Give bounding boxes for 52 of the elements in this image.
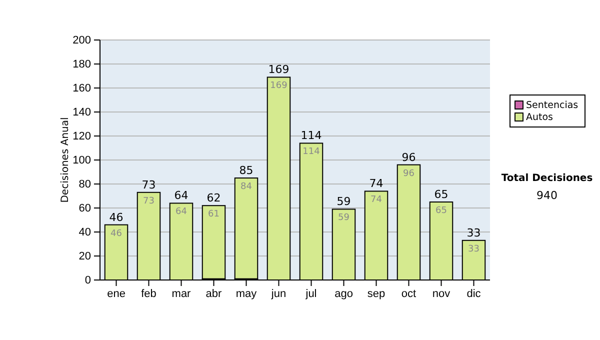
total-label: 74 [369, 177, 384, 190]
y-tick-label: 200 [72, 34, 91, 47]
text: Total Decisiones [501, 173, 593, 184]
x-tick-label: may [236, 288, 258, 300]
total-label: 64 [174, 189, 188, 202]
y-tick-label: 160 [72, 82, 91, 95]
x-tick-label: sep [367, 288, 386, 300]
total-label: 73 [142, 178, 156, 192]
total-label: 85 [239, 164, 254, 177]
data-label: 64 [176, 207, 188, 218]
x-tick-label: jul [304, 288, 317, 300]
x-tick-label: ago [334, 288, 353, 300]
x-tick-label: nov [432, 288, 451, 300]
data-label: 65 [436, 206, 447, 216]
y-tick-label: 20 [78, 250, 91, 263]
data-label: 114 [302, 147, 320, 158]
x-tick-label: mar [172, 288, 192, 300]
total-label: 65 [434, 188, 448, 201]
x-tick-label: oct [401, 288, 416, 300]
data-label: 169 [270, 81, 288, 92]
y-axis-title: Decisiones Anual [60, 117, 71, 203]
total-label: 33 [466, 226, 481, 240]
y-tick-label: 140 [72, 106, 91, 119]
data-label: 61 [208, 210, 220, 220]
total-label: 96 [402, 150, 416, 164]
total-label: 46 [109, 210, 124, 224]
x-tick-label: abr [206, 288, 222, 300]
data-label: 33 [468, 244, 480, 254]
y-tick-label: 80 [78, 178, 91, 191]
total-label: 169 [268, 63, 290, 76]
legend-label: Autos [526, 112, 554, 123]
x-tick-label: jun [270, 288, 286, 300]
data-label: 96 [403, 168, 415, 179]
x-tick-label: dic [466, 288, 482, 300]
y-tick-label: 60 [78, 202, 91, 215]
data-label: 84 [240, 182, 252, 192]
y-tick-label: 40 [78, 226, 91, 239]
y-tick-label: 180 [72, 58, 91, 71]
legend-label: Sentencias [526, 100, 578, 111]
x-tick-label: feb [141, 288, 156, 300]
data-label: 46 [110, 228, 122, 239]
x-tick-label: ene [107, 288, 126, 300]
data-label: 59 [338, 213, 350, 224]
data-label: 73 [143, 196, 154, 206]
total-label: 62 [206, 192, 221, 205]
total-label: 59 [336, 195, 351, 208]
y-tick-label: 100 [72, 154, 91, 167]
y-tick-label: 0 [84, 274, 91, 287]
text: 940 [536, 189, 558, 202]
y-tick-label: 120 [72, 130, 91, 143]
data-label: 74 [370, 195, 382, 206]
total-label: 114 [300, 129, 322, 142]
